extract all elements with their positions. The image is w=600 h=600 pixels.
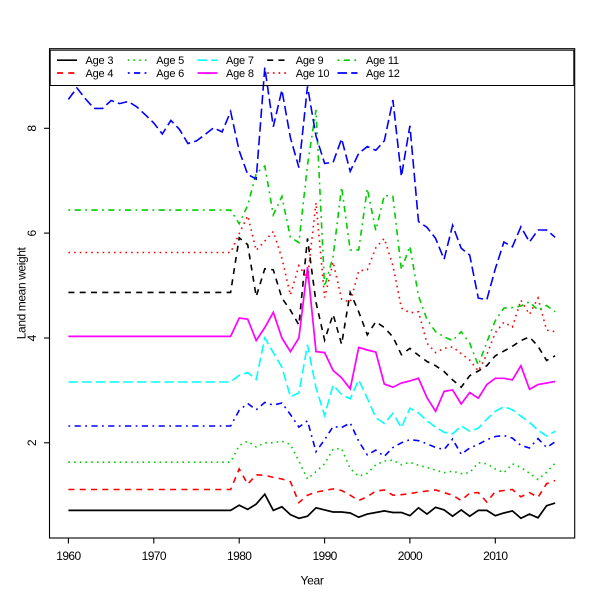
svg-text:Age 8: Age 8 xyxy=(226,68,254,80)
svg-text:1980: 1980 xyxy=(227,549,252,563)
svg-text:Land mean weight: Land mean weight xyxy=(15,247,29,340)
svg-text:Age 10: Age 10 xyxy=(296,68,330,80)
svg-text:Age 5: Age 5 xyxy=(156,55,184,67)
svg-text:Age 11: Age 11 xyxy=(366,55,399,67)
svg-text:Age 9: Age 9 xyxy=(296,55,324,67)
svg-text:Age 12: Age 12 xyxy=(366,68,400,80)
svg-text:Age 4: Age 4 xyxy=(86,68,114,80)
svg-text:6: 6 xyxy=(25,229,39,236)
svg-text:Age 7: Age 7 xyxy=(226,55,254,67)
svg-text:Year: Year xyxy=(300,573,323,587)
svg-text:Age 6: Age 6 xyxy=(156,68,184,80)
svg-text:1960: 1960 xyxy=(56,549,81,563)
svg-text:4: 4 xyxy=(25,334,39,341)
svg-text:1970: 1970 xyxy=(142,549,167,563)
svg-text:8: 8 xyxy=(25,125,39,132)
svg-text:2000: 2000 xyxy=(398,549,423,563)
svg-text:1990: 1990 xyxy=(312,549,337,563)
svg-text:2: 2 xyxy=(25,439,39,446)
svg-text:Age 3: Age 3 xyxy=(86,55,114,67)
svg-text:2010: 2010 xyxy=(483,549,508,563)
